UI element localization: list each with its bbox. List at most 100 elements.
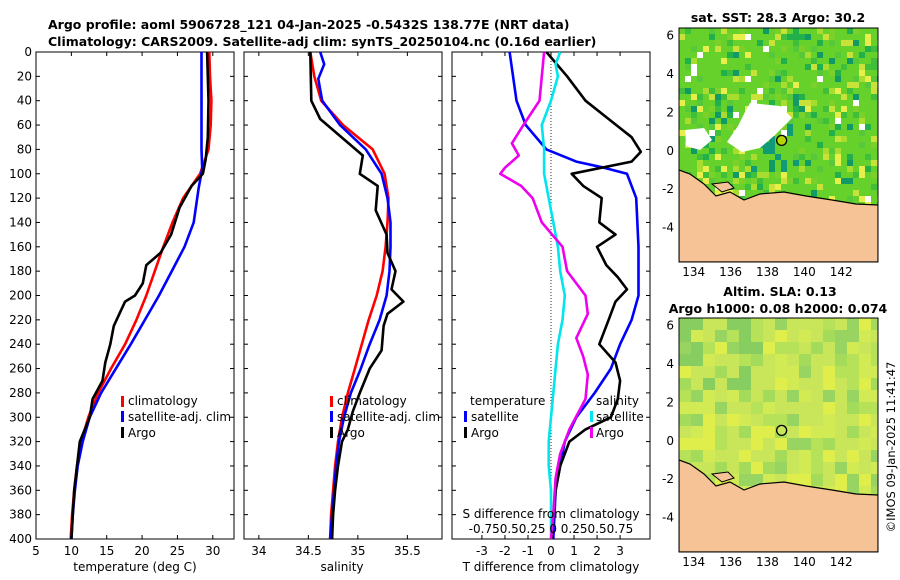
sla-cell — [751, 318, 763, 330]
sst-cell — [859, 142, 865, 148]
sst-cell — [853, 76, 859, 82]
sst-cell — [769, 52, 775, 58]
sst-cell — [679, 34, 685, 40]
lon-tick-label: 142 — [830, 265, 853, 279]
sst-cell — [871, 184, 877, 190]
sst-cell — [703, 154, 709, 160]
sla-argo-position-marker — [775, 424, 788, 437]
legend-swatch-argo — [121, 427, 124, 438]
sla-cell — [691, 402, 703, 414]
x-tick-label: 34 — [251, 544, 266, 558]
sla-cell — [787, 390, 799, 402]
lon-tick-label: 140 — [793, 265, 816, 279]
sst-cell — [829, 130, 835, 136]
sla-cell — [871, 318, 878, 330]
sla-cell — [871, 342, 878, 354]
sla-cell — [799, 366, 811, 378]
sla-cell — [703, 426, 715, 438]
sla-map-title: Altim. SLA: 0.13 — [723, 284, 836, 299]
lon-tick-label: 140 — [793, 555, 816, 569]
sst-cell — [727, 70, 733, 76]
sst-cell — [703, 178, 709, 184]
sla-cell — [799, 438, 811, 450]
sst-cell — [745, 184, 751, 190]
sst-cell — [775, 172, 781, 178]
sst-cell — [865, 82, 871, 88]
difference-top-xlabel: S difference from climatology — [463, 507, 640, 521]
sla-cell — [811, 342, 823, 354]
sst-cell — [847, 82, 853, 88]
sla-cell — [847, 342, 859, 354]
sst-cell — [703, 112, 709, 118]
sst-cell — [847, 160, 853, 166]
sst-cell — [745, 166, 751, 172]
legend-label-argo: Argo — [128, 426, 156, 440]
sst-cell — [775, 76, 781, 82]
sla-cell — [715, 330, 727, 342]
sst-cell — [691, 70, 697, 76]
sst-cell — [829, 88, 835, 94]
sst-cell — [727, 124, 733, 130]
sst-cell — [781, 82, 787, 88]
sst-cell — [715, 106, 721, 112]
legend-swatch-satellite — [121, 411, 124, 422]
sla-cell — [703, 342, 715, 354]
depth-tick-label: 40 — [17, 94, 32, 108]
difference-top-ticklabels: -0.750.50.25 0 0.250.50.75 — [469, 522, 634, 536]
sla-cell — [847, 462, 859, 474]
sla-cell — [691, 342, 703, 354]
sst-cell — [781, 34, 787, 40]
sla-cell — [847, 330, 859, 342]
sst-cell — [853, 82, 859, 88]
sla-cell — [691, 318, 703, 330]
sla-cell — [871, 402, 878, 414]
sst-cell — [829, 124, 835, 130]
sst-cell — [847, 28, 853, 34]
sst-cell — [715, 190, 721, 196]
sla-cell — [871, 378, 878, 390]
sst-cell — [757, 88, 763, 94]
sst-cell — [793, 178, 799, 184]
sla-cell — [799, 390, 811, 402]
sst-cell — [733, 166, 739, 172]
sla-cell — [811, 450, 823, 462]
sst-cell — [853, 58, 859, 64]
sst-cell — [727, 112, 733, 118]
sst-cell — [775, 58, 781, 64]
sst-cell — [871, 64, 877, 70]
sst-cell — [871, 160, 877, 166]
lat-tick-label: 0 — [666, 434, 674, 448]
sla-cell — [871, 462, 878, 474]
legend-label-argo: Argo — [471, 426, 499, 440]
sst-cell — [745, 34, 751, 40]
sst-cell — [841, 64, 847, 70]
sla-cell — [679, 342, 691, 354]
depth-tick-label: 0 — [24, 45, 32, 59]
sst-cell — [751, 184, 757, 190]
sst-cell — [847, 196, 853, 202]
lat-tick-label: 6 — [666, 29, 674, 43]
sst-cell — [781, 28, 787, 34]
sst-cell — [853, 100, 859, 106]
sla-cell — [739, 378, 751, 390]
sst-cell — [691, 46, 697, 52]
sst-cell — [853, 28, 859, 34]
sla-cell — [739, 474, 751, 486]
sst-cell — [709, 94, 715, 100]
sst-cell — [721, 166, 727, 172]
sst-cell — [709, 106, 715, 112]
salinity-x-ticks: 34 34.5 35 35.5 — [251, 52, 421, 558]
difference-depth-ticks — [452, 51, 650, 540]
sst-cell — [739, 88, 745, 94]
legend-swatch-argo-salinity — [590, 427, 593, 438]
sst-cell — [805, 112, 811, 118]
sla-cell — [751, 354, 763, 366]
sst-cell — [847, 88, 853, 94]
sst-cell — [739, 28, 745, 34]
x-tick-label: 34.5 — [295, 544, 322, 558]
sla-cell — [823, 414, 835, 426]
sla-cell — [763, 342, 775, 354]
sst-cell — [715, 154, 721, 160]
sst-cell — [781, 172, 787, 178]
